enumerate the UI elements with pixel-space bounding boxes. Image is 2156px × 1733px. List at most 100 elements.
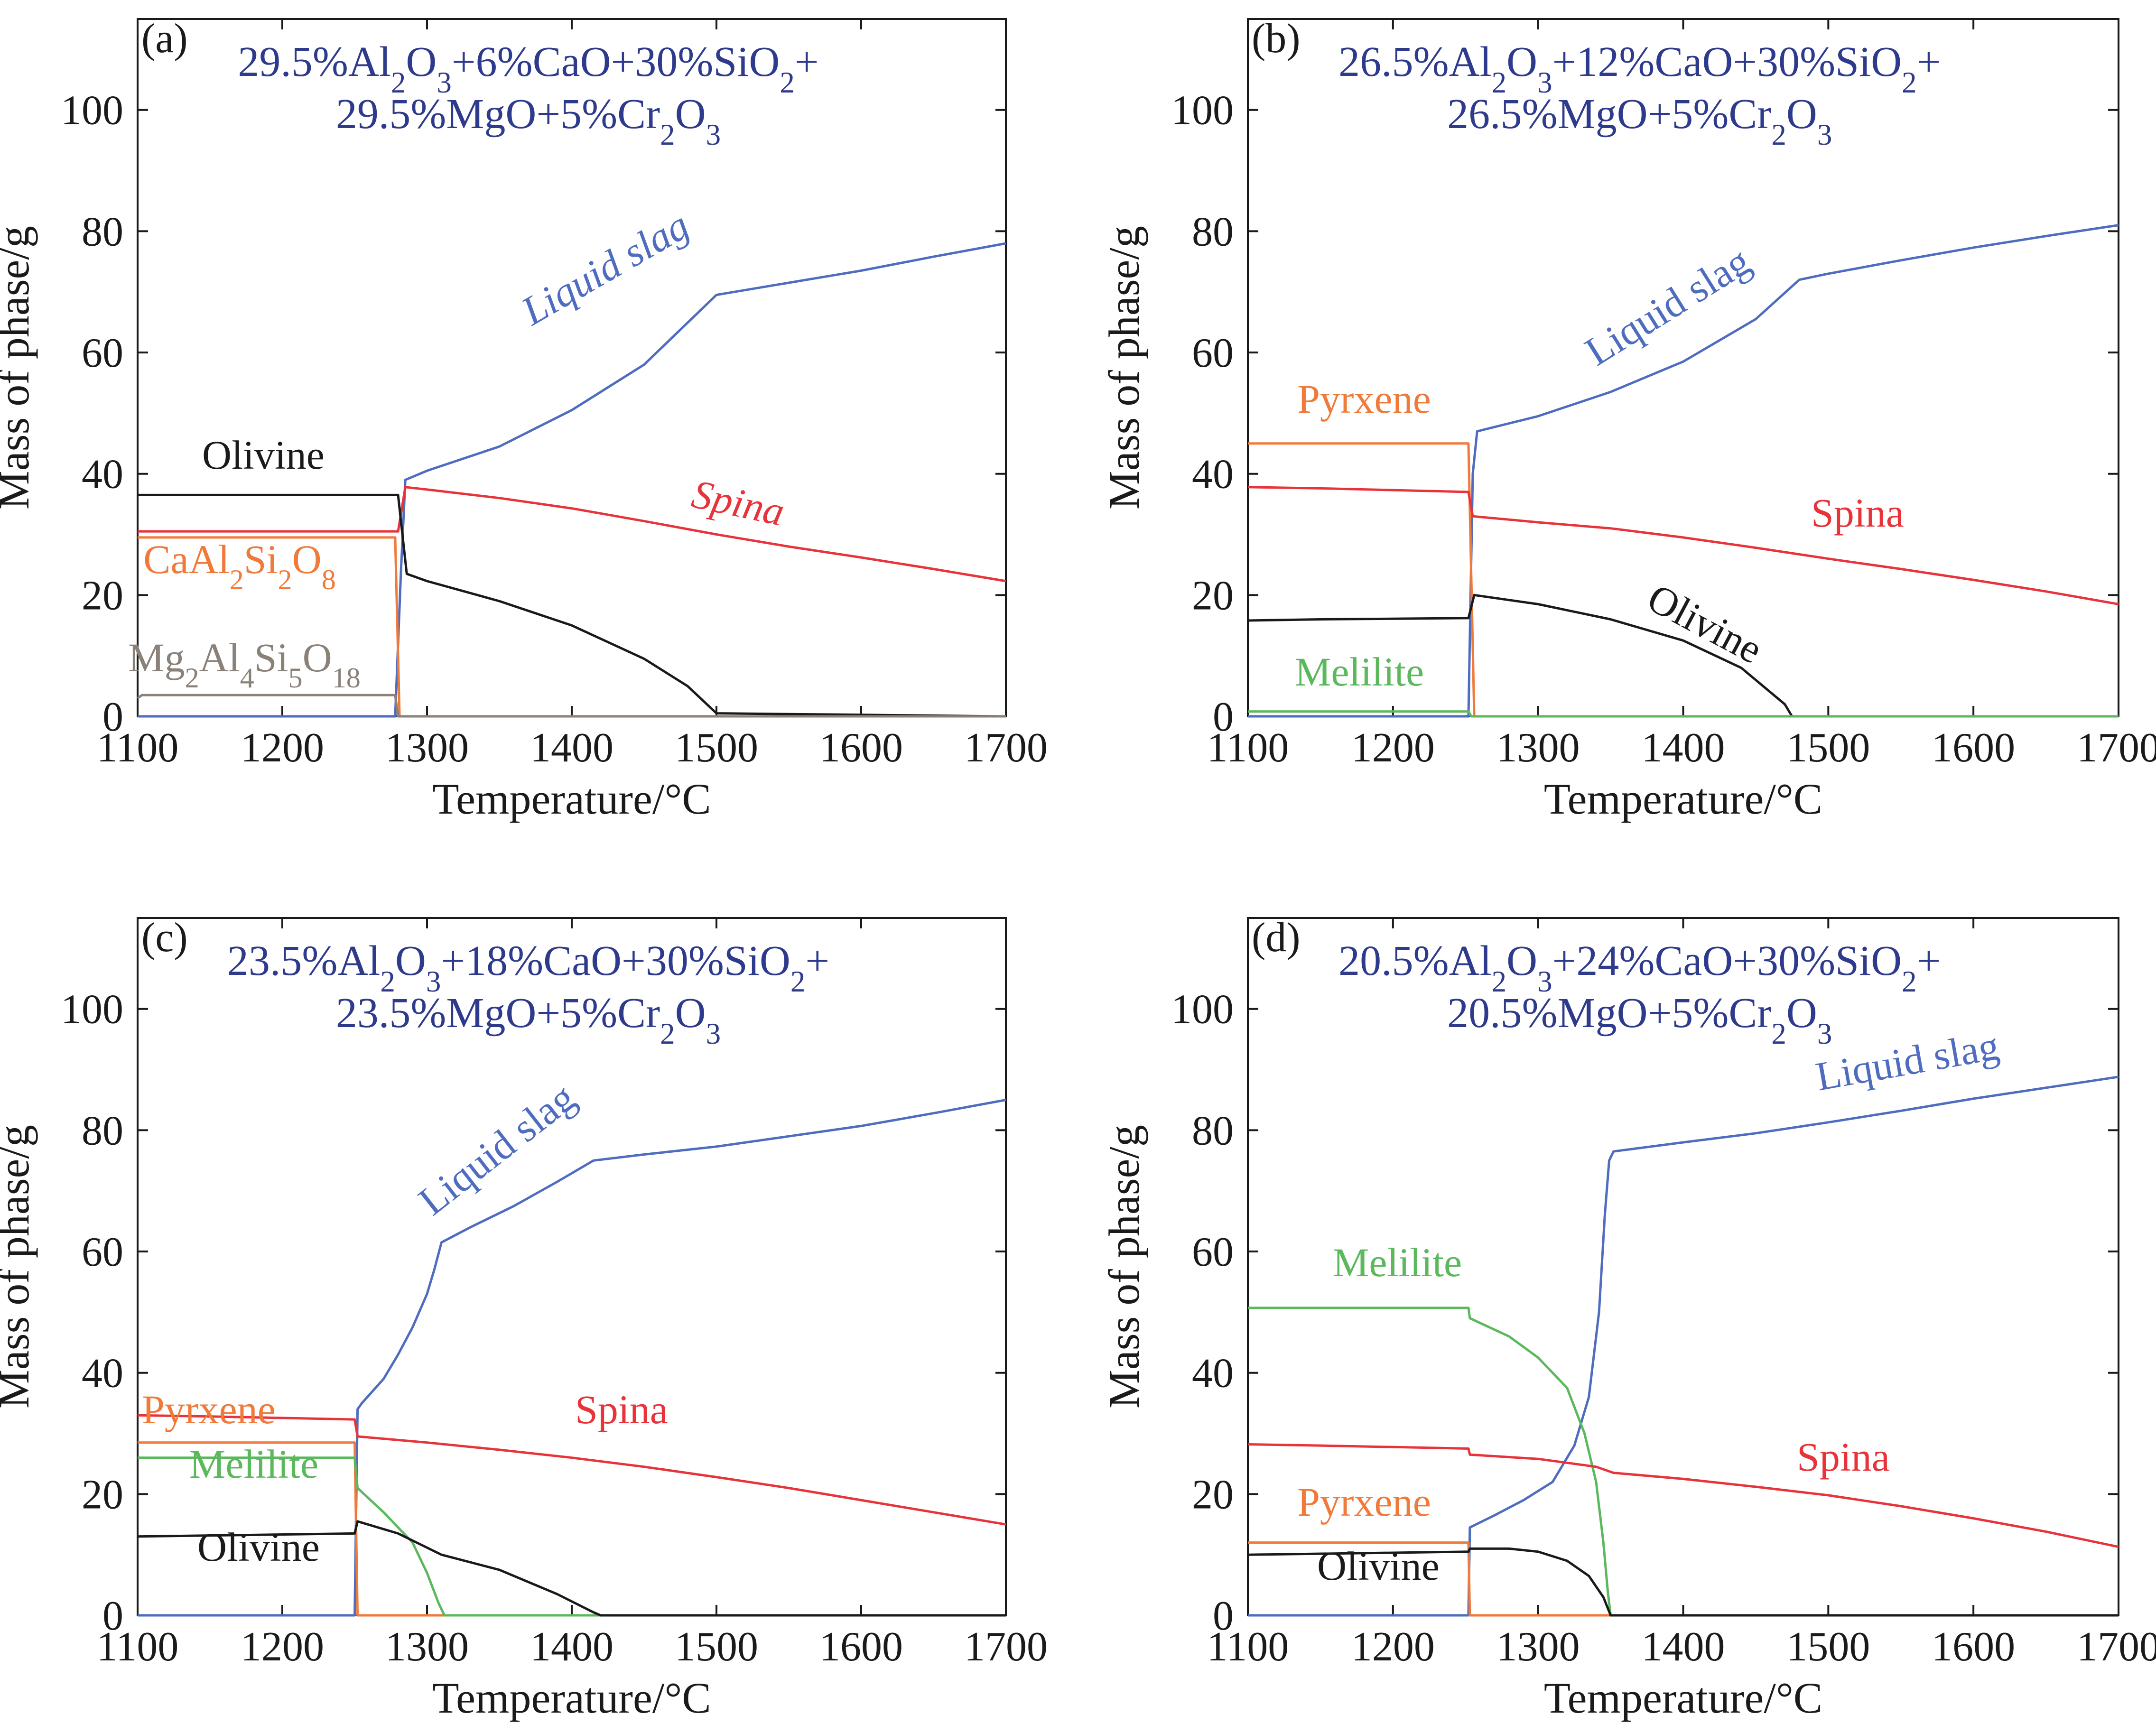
x-axis-label: Temperature/°C [1544, 1674, 1822, 1722]
series-line [1247, 1547, 2119, 1617]
x-tick-label: 1600 [1932, 725, 2015, 771]
series-line [1248, 1307, 2119, 1617]
chart-panel-3: 1100 1200 1300 1400 1500 1600 1700 0 20 40 60 80 100… [0, 915, 1048, 1722]
x-axis-label: Temperature/°C [432, 1674, 711, 1722]
x-tick-label: 1300 [385, 1624, 469, 1670]
series-label: Melilite [1295, 649, 1424, 695]
x-tick-label: 1200 [1351, 1624, 1435, 1670]
y-tick-label: 0 [1213, 694, 1234, 740]
series-label: Spina [1811, 490, 1904, 536]
y-axis-label: Mass of phase/g [1100, 226, 1148, 510]
x-tick-label: 1300 [385, 725, 469, 771]
x-tick-label: 1500 [675, 1624, 758, 1670]
y-tick-label: 40 [1192, 1351, 1234, 1397]
y-tick-label: 80 [1192, 1108, 1234, 1154]
series-line [138, 493, 1006, 718]
x-tick-label: 1700 [2077, 725, 2156, 771]
composition-line: 20.5%Al2O3+24%CaO+30%SiO2+ [1338, 937, 1941, 998]
x-tick-label: 1600 [1932, 1624, 2015, 1670]
series-label: Liquid slag [410, 1074, 584, 1223]
x-tick-label: 1200 [241, 725, 324, 771]
series-line [137, 1520, 1006, 1617]
series-label: Pyrxene [1297, 1479, 1431, 1525]
composition-line: 29.5%Al2O3+6%CaO+30%SiO2+ [238, 38, 818, 99]
x-tick-label: 1600 [819, 1624, 903, 1670]
series-line [138, 242, 1006, 718]
y-axis-label: Mass of phase/g [0, 1125, 38, 1409]
series-label: Mg2Al4Si5O18 [128, 635, 361, 694]
series-line [1247, 486, 2119, 605]
y-tick-label: 80 [82, 209, 123, 255]
series-label: Liquid slag [513, 202, 697, 334]
x-axis-label: Temperature/°C [1544, 775, 1822, 823]
x-tick-label: 1300 [1496, 725, 1580, 771]
series-line [1248, 710, 2119, 718]
series-line [138, 486, 1006, 583]
y-tick-label: 100 [1171, 987, 1234, 1033]
x-tick-label: 1400 [1642, 1624, 1725, 1670]
y-tick-label: 80 [1192, 209, 1234, 255]
series-label: Olivine [1640, 575, 1770, 672]
y-tick-label: 100 [1171, 88, 1234, 134]
y-tick-label: 60 [82, 1229, 123, 1275]
y-axis-label: Mass of phase/g [0, 226, 38, 510]
series-label: Pyrxene [1297, 376, 1431, 422]
series-line [1247, 593, 2119, 718]
series-label: Olivine [197, 1524, 320, 1570]
x-axis-label: Temperature/°C [432, 775, 711, 823]
composition-line: 23.5%Al2O3+18%CaO+30%SiO2+ [227, 937, 829, 998]
x-tick-label: 1400 [530, 1624, 613, 1670]
series-label: Liquid slag [1577, 238, 1758, 375]
y-tick-label: 0 [102, 694, 123, 740]
y-tick-label: 40 [1192, 452, 1234, 498]
y-tick-label: 0 [102, 1593, 123, 1639]
y-tick-label: 60 [1192, 330, 1234, 376]
series-label: Olivine [202, 432, 325, 478]
x-tick-label: 1100 [97, 1624, 179, 1670]
series-line [137, 1414, 1006, 1526]
x-tick-label: 1400 [1642, 725, 1725, 771]
y-tick-label: 20 [1192, 573, 1234, 619]
composition-line: 20.5%MgO+5%Cr2O3 [1447, 990, 1832, 1050]
series-label: Pyrxene [142, 1387, 276, 1432]
y-tick-label: 20 [82, 573, 123, 619]
series-line [137, 694, 1006, 718]
x-tick-label: 1700 [964, 725, 1048, 771]
series-label: Olivine [1317, 1543, 1440, 1589]
x-tick-label: 1400 [530, 725, 613, 771]
y-tick-label: 20 [1192, 1472, 1234, 1518]
y-tick-label: 80 [82, 1108, 123, 1154]
y-tick-label: 100 [61, 88, 123, 134]
y-tick-label: 60 [82, 330, 123, 376]
y-tick-label: 40 [82, 452, 123, 498]
series-line [1247, 1443, 2119, 1548]
panel-label: (c) [141, 915, 188, 961]
y-axis-label: Mass of phase/g [1100, 1125, 1148, 1409]
chart-panel-2: 1100 1200 1300 1400 1500 1600 1700 0 20 40 60 80 100… [1100, 16, 2156, 823]
y-tick-label: 60 [1192, 1229, 1234, 1275]
series-label: CaAl2Si2O8 [143, 537, 336, 596]
y-tick-label: 0 [1213, 1593, 1234, 1639]
panel-label: (d) [1252, 915, 1301, 961]
series-line [138, 1456, 1006, 1617]
chart-panel-4: 1100 1200 1300 1400 1500 1600 1700 0 20 40 60 80 100… [1100, 915, 2156, 1722]
x-tick-label: 1100 [97, 725, 179, 771]
y-tick-label: 40 [82, 1351, 123, 1397]
series-label: Spina [575, 1387, 668, 1432]
x-tick-label: 1100 [1207, 1624, 1289, 1670]
series-label: Melilite [189, 1441, 318, 1487]
composition-line: 23.5%MgO+5%Cr2O3 [336, 990, 721, 1050]
y-tick-label: 100 [61, 987, 123, 1033]
panel-label: (a) [141, 16, 188, 62]
series-label: Spina [688, 471, 789, 535]
series-line [1248, 224, 2119, 718]
panel-label: (b) [1252, 16, 1301, 62]
series-label: Spina [1797, 1434, 1890, 1480]
x-tick-label: 1200 [1351, 725, 1435, 771]
series-label: Melilite [1333, 1240, 1462, 1285]
x-tick-label: 1600 [819, 725, 903, 771]
composition-line: 29.5%MgO+5%Cr2O3 [336, 91, 721, 151]
x-tick-label: 1500 [1786, 1624, 1870, 1670]
series-line [1248, 1075, 2119, 1617]
